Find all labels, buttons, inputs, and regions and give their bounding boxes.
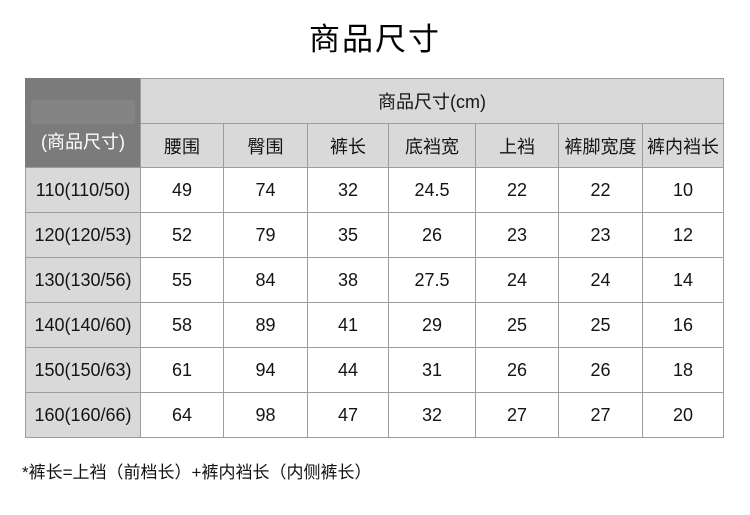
- watermark-patch: [31, 100, 135, 124]
- column-header-inseam: 裤内裆长: [641, 123, 725, 168]
- size-value: 94: [223, 347, 308, 393]
- column-header-rise: 上裆: [475, 123, 559, 168]
- size-value: 24: [558, 257, 643, 303]
- table-row: 140(140/60) 58 89 41 29 25 25 16: [25, 302, 725, 348]
- corner-cell: (商品尺寸): [25, 78, 141, 168]
- size-value: 23: [475, 212, 559, 258]
- row-label: 160(160/66): [25, 392, 141, 438]
- row-label: 140(140/60): [25, 302, 141, 348]
- table-column-header-row: 腰围 臀围 裤长 底裆宽 上裆 裤脚宽度 裤内裆长: [26, 123, 725, 168]
- table-row: 120(120/53) 52 79 35 26 23 23 12: [25, 212, 725, 258]
- size-value: 44: [307, 347, 389, 393]
- size-value: 22: [475, 167, 559, 213]
- page-title: 商品尺寸: [309, 22, 441, 57]
- size-value: 23: [558, 212, 643, 258]
- table-row: 110(110/50) 49 74 32 24.5 22 22 10: [25, 167, 725, 213]
- table-row: 150(150/63) 61 94 44 31 26 26 18: [25, 347, 725, 393]
- row-label: 150(150/63): [25, 347, 141, 393]
- size-value: 32: [388, 392, 476, 438]
- table-row: 130(130/56) 55 84 38 27.5 24 24 14: [25, 257, 725, 303]
- size-value: 84: [223, 257, 308, 303]
- row-label: 110(110/50): [25, 167, 141, 213]
- size-value: 64: [140, 392, 224, 438]
- size-value: 74: [223, 167, 308, 213]
- size-value: 58: [140, 302, 224, 348]
- size-value: 22: [558, 167, 643, 213]
- size-value: 27: [558, 392, 643, 438]
- size-value: 25: [558, 302, 643, 348]
- size-value: 25: [475, 302, 559, 348]
- size-value: 14: [641, 257, 725, 303]
- size-value: 24: [475, 257, 559, 303]
- group-header: 商品尺寸(cm): [139, 78, 725, 124]
- column-header-hip: 臀围: [223, 123, 308, 168]
- size-value: 16: [641, 302, 725, 348]
- size-value: 49: [140, 167, 224, 213]
- size-value: 20: [641, 392, 725, 438]
- size-value: 31: [388, 347, 476, 393]
- row-label: 120(120/53): [25, 212, 141, 258]
- size-value: 35: [307, 212, 389, 258]
- table-group-header-row: (商品尺寸) 商品尺寸(cm): [25, 78, 725, 168]
- size-value: 61: [140, 347, 224, 393]
- size-value: 47: [307, 392, 389, 438]
- size-value: 32: [307, 167, 389, 213]
- size-value: 26: [475, 347, 559, 393]
- footnote: *裤长=上裆（前档长）+裤内裆长（内侧裤长）: [22, 463, 372, 482]
- size-value: 18: [641, 347, 725, 393]
- table-row: 160(160/66) 64 98 47 32 27 27 20: [25, 392, 725, 438]
- size-value: 79: [223, 212, 308, 258]
- size-value: 29: [388, 302, 476, 348]
- size-value: 55: [140, 257, 224, 303]
- size-value: 52: [140, 212, 224, 258]
- size-table: (商品尺寸) 商品尺寸(cm) 腰围 臀围 裤长 底裆宽 上裆 裤脚宽度 裤内裆…: [25, 78, 725, 438]
- column-header-leg-opening: 裤脚宽度: [558, 123, 643, 168]
- size-value: 38: [307, 257, 389, 303]
- size-value: 98: [223, 392, 308, 438]
- size-value: 12: [641, 212, 725, 258]
- size-value: 26: [388, 212, 476, 258]
- column-header-crotch-width: 底裆宽: [388, 123, 476, 168]
- size-value: 10: [641, 167, 725, 213]
- corner-label: (商品尺寸): [41, 132, 125, 152]
- size-value: 24.5: [388, 167, 476, 213]
- column-header-waist: 腰围: [140, 123, 224, 168]
- column-header-pants-length: 裤长: [307, 123, 389, 168]
- size-value: 89: [223, 302, 308, 348]
- size-value: 27.5: [388, 257, 476, 303]
- size-value: 27: [475, 392, 559, 438]
- row-label: 130(130/56): [25, 257, 141, 303]
- size-value: 26: [558, 347, 643, 393]
- size-value: 41: [307, 302, 389, 348]
